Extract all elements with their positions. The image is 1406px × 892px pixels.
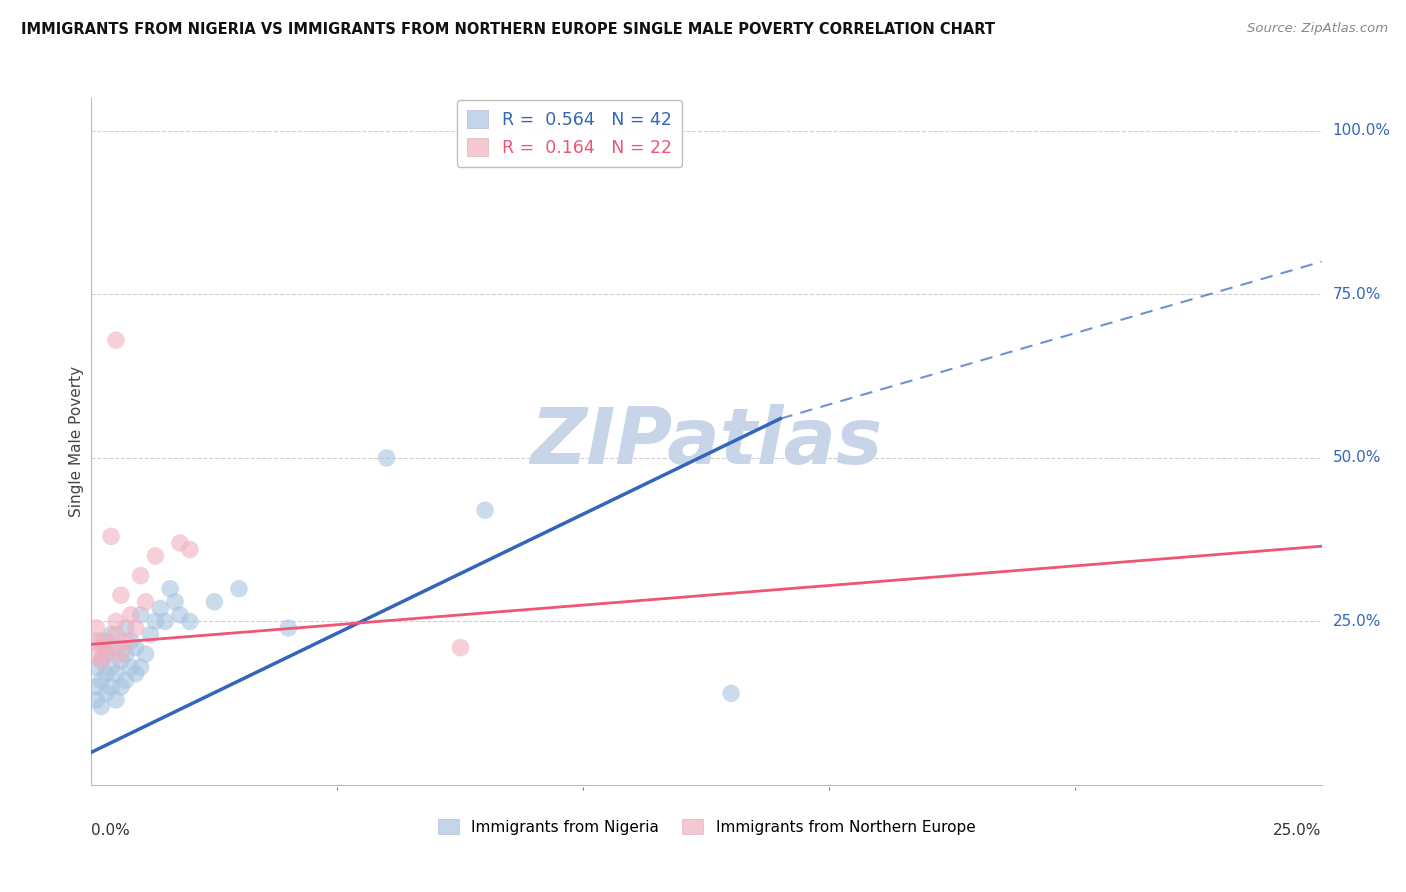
Point — [105, 640, 127, 655]
Point — [96, 634, 117, 648]
Point — [169, 607, 191, 622]
Point — [135, 647, 156, 661]
Point — [96, 647, 117, 661]
Legend: Immigrants from Nigeria, Immigrants from Northern Europe: Immigrants from Nigeria, Immigrants from… — [430, 812, 983, 843]
Point — [129, 568, 152, 582]
Point — [90, 654, 112, 668]
Point — [163, 595, 186, 609]
Point — [90, 699, 112, 714]
Point — [169, 536, 191, 550]
Point — [449, 640, 471, 655]
Point — [100, 627, 122, 641]
Point — [105, 627, 127, 641]
Point — [114, 621, 138, 635]
Point — [120, 607, 142, 622]
Point — [96, 647, 117, 661]
Point — [179, 615, 201, 629]
Text: 75.0%: 75.0% — [1333, 287, 1381, 301]
Text: Source: ZipAtlas.com: Source: ZipAtlas.com — [1247, 22, 1388, 36]
Point — [114, 673, 138, 688]
Text: 0.0%: 0.0% — [91, 822, 131, 838]
Point — [86, 660, 108, 674]
Text: 25.0%: 25.0% — [1274, 822, 1322, 838]
Point — [228, 582, 250, 596]
Y-axis label: Single Male Poverty: Single Male Poverty — [69, 366, 84, 517]
Point — [86, 693, 108, 707]
Point — [474, 503, 496, 517]
Point — [110, 654, 132, 668]
Point — [179, 542, 201, 557]
Point — [110, 680, 132, 694]
Point — [124, 666, 146, 681]
Point — [129, 660, 152, 674]
Point — [90, 654, 112, 668]
Point — [145, 549, 166, 563]
Point — [105, 693, 127, 707]
Point — [105, 333, 127, 347]
Point — [86, 680, 108, 694]
Point — [96, 666, 117, 681]
Point — [100, 529, 122, 543]
Point — [105, 666, 127, 681]
Point — [139, 627, 162, 641]
Point — [114, 634, 138, 648]
Point — [375, 450, 398, 465]
Text: 25.0%: 25.0% — [1333, 614, 1381, 629]
Point — [90, 640, 112, 655]
Point — [124, 640, 146, 655]
Point — [129, 607, 152, 622]
Point — [90, 634, 112, 648]
Point — [145, 615, 166, 629]
Point — [86, 634, 108, 648]
Point — [149, 601, 172, 615]
Text: ZIPatlas: ZIPatlas — [530, 403, 883, 480]
Text: 100.0%: 100.0% — [1333, 123, 1391, 138]
Point — [100, 680, 122, 694]
Point — [120, 660, 142, 674]
Point — [277, 621, 299, 635]
Point — [90, 673, 112, 688]
Point — [105, 615, 127, 629]
Point — [110, 647, 132, 661]
Point — [135, 595, 156, 609]
Point — [202, 595, 225, 609]
Text: IMMIGRANTS FROM NIGERIA VS IMMIGRANTS FROM NORTHERN EUROPE SINGLE MALE POVERTY C: IMMIGRANTS FROM NIGERIA VS IMMIGRANTS FR… — [21, 22, 995, 37]
Point — [159, 582, 181, 596]
Point — [114, 647, 138, 661]
Point — [100, 660, 122, 674]
Point — [86, 647, 108, 661]
Point — [96, 686, 117, 700]
Point — [124, 621, 146, 635]
Point — [110, 588, 132, 602]
Point — [86, 621, 108, 635]
Point — [720, 686, 742, 700]
Text: 50.0%: 50.0% — [1333, 450, 1381, 466]
Point — [153, 615, 177, 629]
Point — [120, 634, 142, 648]
Point — [100, 640, 122, 655]
